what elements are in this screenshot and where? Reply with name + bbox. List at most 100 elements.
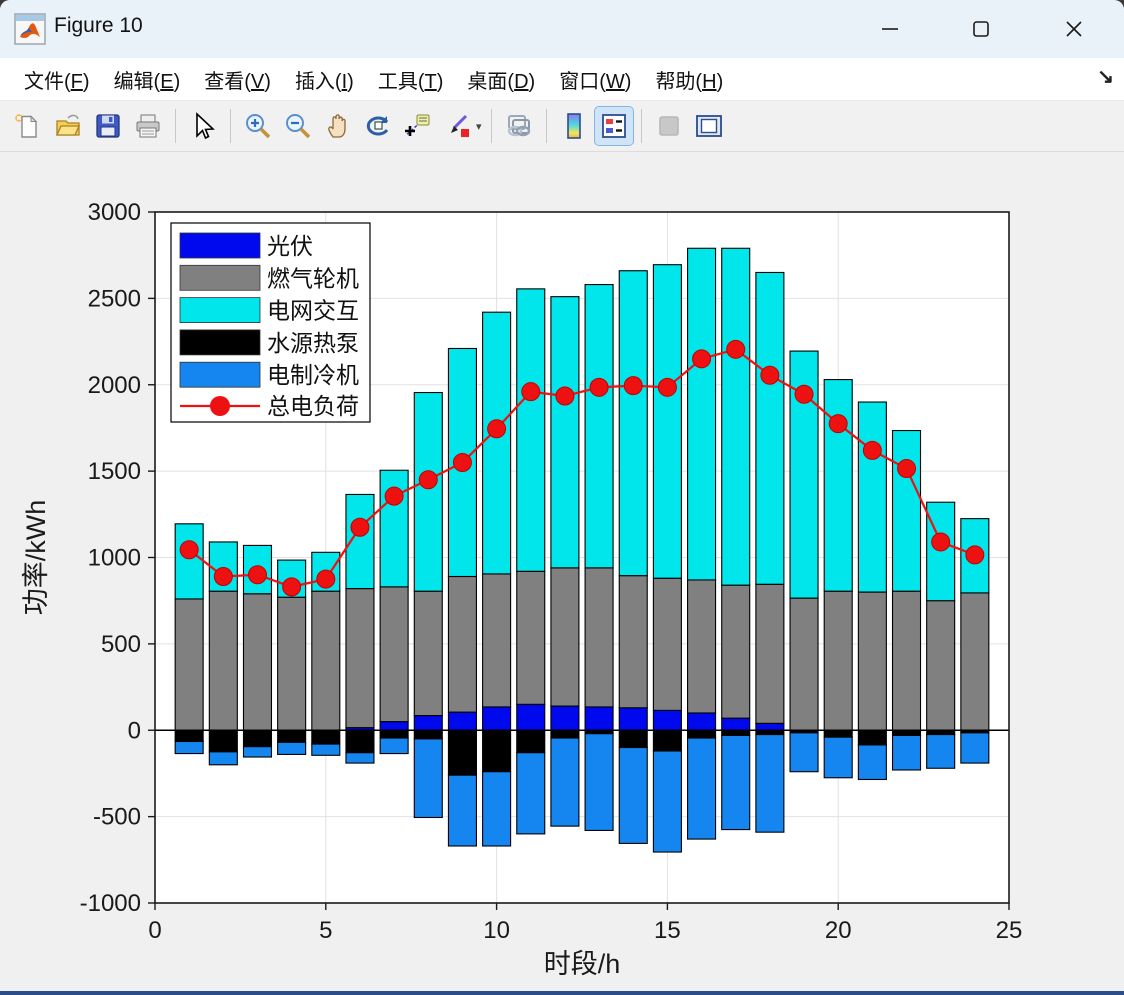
legend-swatch — [179, 232, 261, 259]
bar-segment — [891, 734, 922, 771]
bar-segment — [687, 579, 717, 714]
figure-toolbar: ▾ — [0, 101, 1124, 152]
pan-icon[interactable] — [319, 107, 357, 145]
y-tick-label: 1000 — [88, 545, 141, 572]
save-figure-icon[interactable] — [89, 107, 127, 145]
bar-segment — [721, 247, 751, 586]
bar-segment — [550, 737, 580, 827]
bar-segment — [482, 706, 512, 731]
dock-figure-icon[interactable]: ↘ — [1097, 66, 1114, 88]
toolbar-separator — [545, 109, 547, 143]
zoom-in-icon[interactable] — [239, 107, 277, 145]
bar-segment — [755, 722, 785, 731]
bar-segment — [242, 729, 273, 748]
menu-item-H[interactable]: 帮助(H) — [655, 70, 724, 93]
bar-segment — [482, 573, 512, 708]
bar-segment — [721, 717, 751, 731]
bar-segment — [584, 284, 614, 569]
bar-segment — [584, 567, 614, 708]
zoom-out-icon[interactable] — [279, 107, 317, 145]
window-title: Figure 10 — [54, 14, 143, 37]
show-plot-tools-icon[interactable] — [690, 107, 728, 145]
bar-segment — [960, 592, 990, 731]
line-marker — [760, 365, 780, 385]
legend-line-marker — [210, 396, 230, 416]
new-figure-icon[interactable] — [9, 107, 47, 145]
line-marker — [316, 569, 336, 589]
line-marker — [692, 349, 712, 369]
total-load-markers — [179, 339, 985, 597]
print-figure-icon[interactable] — [129, 107, 167, 145]
bar-segment — [311, 590, 341, 731]
bar-segment — [618, 270, 648, 577]
insert-legend-icon[interactable] — [593, 106, 634, 146]
menu-item-F[interactable]: 文件(F) — [24, 70, 90, 93]
x-tick-label: 5 — [319, 917, 332, 944]
legend-label: 总电负荷 — [267, 393, 359, 419]
minimize-button[interactable] — [867, 11, 913, 47]
open-file-icon[interactable] — [49, 107, 87, 145]
bar-segment — [345, 729, 375, 754]
legend-swatch — [179, 297, 261, 324]
line-marker — [418, 470, 438, 490]
bar-segment — [413, 738, 443, 819]
legend-label: 水源热泵 — [267, 330, 359, 356]
bar-series-电网交互 — [174, 247, 990, 602]
bar-segment — [413, 715, 443, 731]
menu-item-W[interactable]: 窗口(W) — [559, 70, 632, 93]
brush-dropdown-icon[interactable]: ▾ — [476, 120, 482, 133]
menu-item-V[interactable]: 查看(V) — [204, 70, 271, 93]
legend-swatch — [179, 264, 261, 291]
x-tick-label: 20 — [825, 917, 852, 944]
figure-canvas: 0 5 10 15 20 25 3000 2500 2000 1500 1000 500 0 -500 -1… — [0, 152, 1124, 995]
y-tick-label: -500 — [93, 804, 141, 831]
link-plot-icon[interactable] — [500, 107, 538, 145]
legend-label: 电网交互 — [267, 298, 359, 324]
bar-segment — [857, 591, 887, 731]
bar-segment — [823, 736, 853, 779]
menu-item-D[interactable]: 桌面(D) — [467, 70, 536, 93]
legend-swatch — [179, 361, 261, 388]
menu-item-I[interactable]: 插入(I) — [294, 70, 354, 93]
brush-icon[interactable] — [439, 107, 477, 145]
bar-segment — [823, 590, 853, 731]
insert-colorbar-icon[interactable] — [555, 107, 593, 145]
line-marker — [931, 532, 951, 552]
x-axis-label: 时段/h — [544, 949, 621, 979]
bar-segment — [618, 707, 648, 731]
toolbar-separator — [490, 109, 492, 143]
bar-segment — [277, 596, 307, 731]
data-cursor-icon[interactable] — [399, 107, 437, 145]
edit-plot-icon[interactable] — [184, 107, 222, 145]
axis-ticks — [148, 211, 1010, 910]
toolbar-separator — [640, 109, 642, 143]
hide-plot-tools-icon[interactable] — [650, 107, 688, 145]
menu-item-T[interactable]: 工具(T) — [377, 70, 444, 93]
bar-series-电制冷机 — [174, 732, 990, 853]
rotate-3d-icon[interactable] — [359, 107, 397, 145]
line-marker — [657, 377, 677, 397]
x-tick-label: 25 — [996, 917, 1023, 944]
bar-segment — [379, 721, 409, 731]
bar-segment — [482, 771, 512, 847]
bar-segment — [618, 575, 648, 709]
bar-segment — [926, 600, 956, 731]
maximize-button[interactable] — [958, 11, 1004, 47]
bar-series-光伏 — [345, 703, 785, 731]
menu-item-E[interactable]: 编辑(E) — [113, 70, 181, 93]
line-marker — [521, 382, 541, 402]
bar-segment — [857, 401, 887, 593]
bar-segment — [413, 729, 443, 740]
y-tick-label: 2000 — [88, 372, 141, 399]
y-tick-label: 1500 — [88, 458, 141, 485]
bar-segment — [242, 746, 273, 758]
bar-segment — [823, 379, 853, 592]
title-bar[interactable]: Figure 10 — [0, 0, 1124, 58]
bar-segment — [550, 705, 580, 731]
tick-labels: 0 5 10 15 20 25 3000 2500 2000 1500 1000 500 0 -500 -1… — [80, 199, 1023, 944]
bar-segment — [721, 729, 751, 736]
bar-segment — [891, 429, 922, 592]
close-button[interactable] — [1051, 11, 1097, 47]
